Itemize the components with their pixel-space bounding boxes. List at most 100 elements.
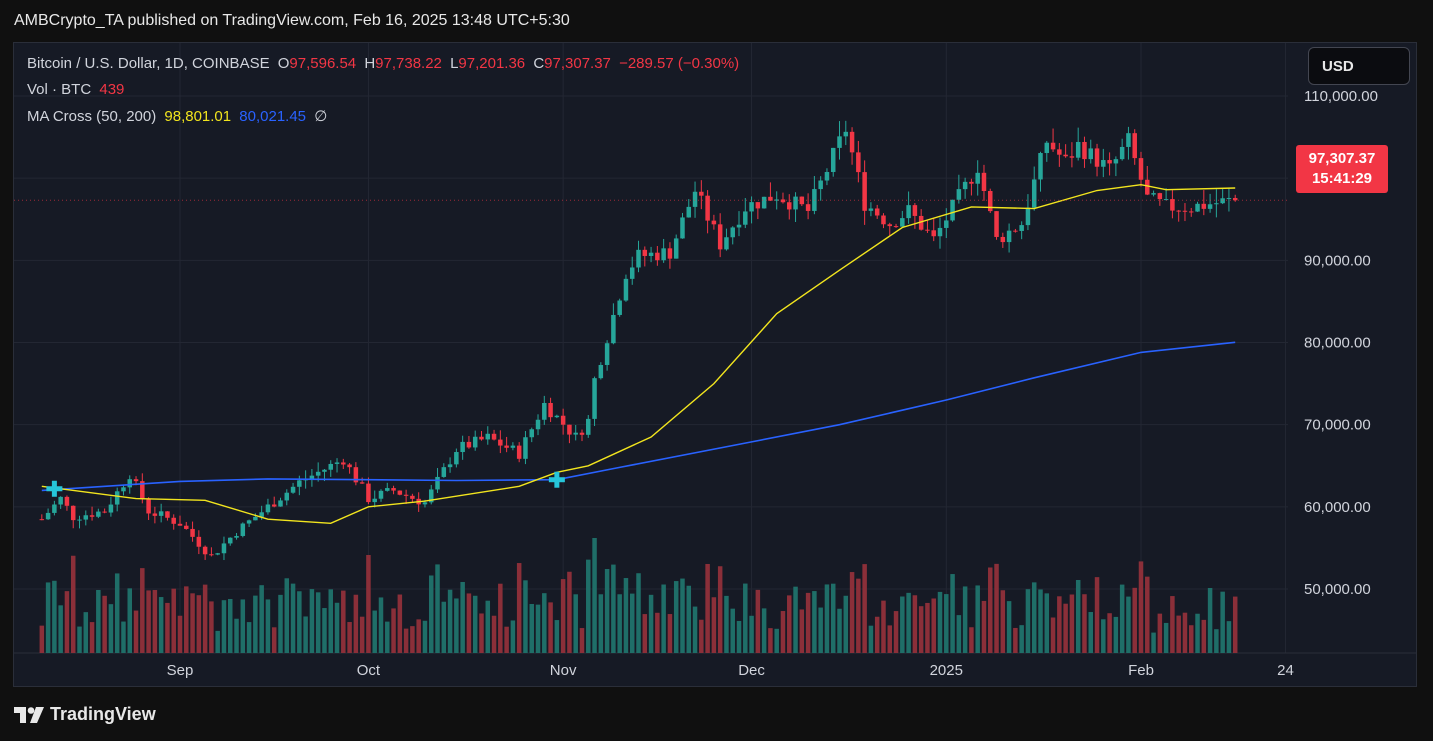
currency-selector[interactable]: USD (1308, 47, 1410, 85)
volume-bar (422, 620, 428, 653)
price-chart[interactable]: 110,000.00100,000.0090,000.0080,000.0070… (14, 43, 1416, 686)
candle-body (893, 226, 899, 228)
candle-body (673, 238, 679, 259)
candle-body (460, 441, 465, 453)
candle-body (1119, 146, 1125, 160)
volume-bar (1107, 613, 1112, 653)
cross-marker-bar (51, 480, 57, 497)
candle-body (45, 512, 51, 520)
candle-body (962, 181, 968, 190)
tradingview-footer[interactable]: TradingView (14, 704, 156, 725)
symbol-label[interactable]: Bitcoin / U.S. Dollar, 1D, COINBASE (27, 55, 270, 72)
volume-bar (1119, 584, 1125, 653)
candle-body (969, 181, 974, 184)
candle-body (1151, 193, 1156, 195)
volume-bar (1082, 594, 1087, 653)
volume-bar (1094, 577, 1100, 653)
candle-body (1170, 199, 1175, 211)
candle-body (1107, 160, 1112, 164)
volume-bar (403, 628, 409, 653)
volume-bar (598, 594, 604, 653)
volume-bar (611, 564, 616, 653)
volume-bar (994, 563, 999, 653)
candle-body (950, 199, 955, 221)
volume-bar (755, 589, 761, 653)
candle-body (604, 343, 610, 365)
volume-bar (1226, 621, 1232, 653)
volume-bar (1101, 619, 1106, 653)
volume-bar (1188, 625, 1194, 653)
ma-cross-legend[interactable]: MA Cross (50, 200) 98,801.01 80,021.45 ∅ (27, 107, 331, 125)
candle-body (981, 172, 987, 192)
candle-body (234, 535, 239, 538)
candle-body (1201, 203, 1207, 209)
volume-legend[interactable]: Vol · BTC 439 (27, 81, 128, 98)
candles (39, 120, 1238, 561)
volume-bar (372, 610, 377, 653)
candle-body (58, 496, 63, 505)
volume-bars (39, 538, 1238, 653)
candle-body (1069, 156, 1075, 158)
volume-bar (975, 585, 980, 653)
volume-bar (969, 627, 974, 653)
candle-body (372, 498, 377, 503)
candle-body (359, 482, 365, 484)
candle-body (196, 536, 202, 547)
volume-bar (893, 611, 899, 653)
volume-bar (661, 584, 666, 653)
volume-bar (768, 628, 773, 653)
price-tick-label: 60,000.00 (1304, 499, 1371, 516)
hidden-values-icon[interactable]: ∅ (314, 108, 328, 125)
open-value: 97,596.54 (289, 55, 357, 72)
candle-body (447, 464, 453, 468)
candle-body (818, 180, 823, 190)
candle-body (573, 432, 578, 435)
volume-bar (246, 622, 252, 653)
volume-bar (177, 615, 183, 653)
open-label: O (277, 55, 290, 72)
candle-body (1188, 211, 1194, 213)
volume-bar (1013, 627, 1018, 653)
volume-bar (642, 614, 648, 653)
candle-body (548, 402, 553, 418)
volume-bar (1151, 632, 1156, 653)
candle-body (328, 463, 333, 470)
candle-body (535, 419, 541, 430)
volume-bar (303, 616, 308, 653)
volume-bar (1000, 590, 1006, 653)
ma-50-line (41, 183, 1236, 525)
candle-body (592, 378, 597, 419)
volume-bar (1019, 625, 1024, 653)
candle-body (297, 480, 302, 487)
volume-bar (743, 583, 748, 653)
candle-body (925, 229, 930, 231)
volume-bar (887, 625, 893, 653)
volume-bar (843, 595, 849, 653)
volume-bar (981, 600, 987, 653)
volume-bar (780, 611, 786, 653)
chart-panel[interactable]: 110,000.00100,000.0090,000.0080,000.0070… (13, 42, 1417, 687)
volume-bar (799, 609, 805, 653)
candle-body (661, 248, 666, 261)
candle-body (724, 237, 729, 250)
candle-body (805, 204, 811, 211)
volume-bar (535, 604, 541, 653)
volume-bar (315, 592, 321, 653)
volume-bar (1031, 582, 1037, 653)
volume-bar (516, 563, 522, 653)
volume-bar (152, 590, 158, 653)
candle-body (667, 248, 673, 259)
candle-body (1176, 210, 1181, 212)
time-tick-label: Dec (738, 662, 765, 679)
candle-body (1031, 179, 1037, 208)
volume-bar (58, 605, 63, 653)
volume-bar (284, 578, 290, 653)
candle-body (1226, 197, 1232, 199)
volume-bar (391, 608, 396, 653)
volume-bar (623, 578, 629, 653)
candle-body (944, 220, 949, 228)
candle-body (190, 528, 195, 537)
candle-body (114, 491, 120, 505)
candle-body (485, 433, 491, 440)
price-tick-label: 50,000.00 (1304, 581, 1371, 598)
